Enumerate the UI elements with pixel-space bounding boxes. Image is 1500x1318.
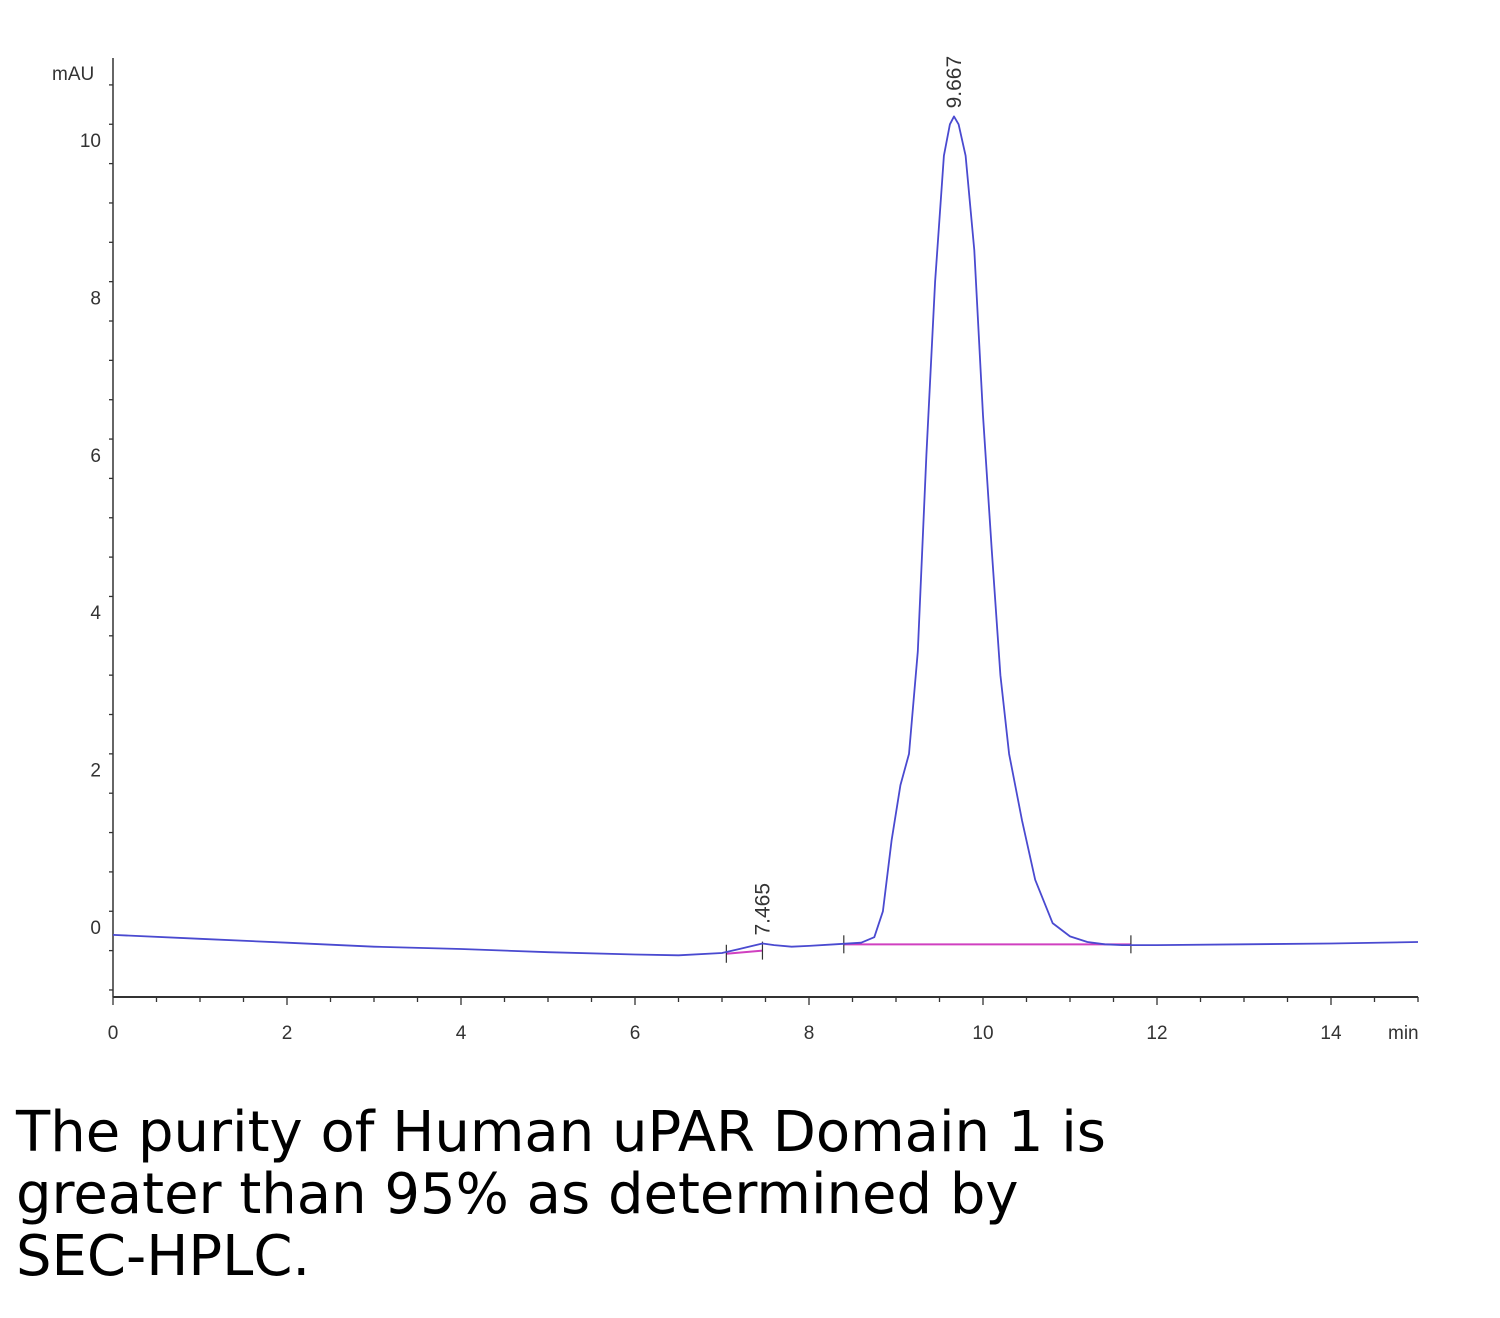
- x-tick-label: 2: [282, 1023, 293, 1044]
- y-tick-label: 10: [80, 131, 101, 152]
- x-tick-label: 6: [630, 1023, 641, 1044]
- x-tick-label: 0: [108, 1023, 119, 1044]
- integration-baseline: [726, 949, 763, 955]
- y-tick-label: 0: [90, 918, 101, 939]
- integration-baselines: [725, 935, 1132, 963]
- x-tick-label: 10: [972, 1023, 993, 1044]
- chromatogram-trace: [112, 115, 1419, 957]
- chromatogram-line: [112, 115, 1419, 957]
- y-tick-label: 6: [90, 446, 101, 467]
- peak-label: 7.465: [751, 883, 774, 936]
- chromatogram-chart: 0 2 4 6 8 10 0 2 4 6 8 10 12 14 mAU min 7.465 9.667: [52, 56, 1419, 1044]
- x-tick-label: 4: [456, 1023, 467, 1044]
- y-axis-unit-label: mAU: [52, 64, 94, 85]
- y-tick-label: 2: [90, 761, 101, 782]
- x-axis-ticks: 0 2 4 6 8 10 12 14: [108, 997, 1419, 1044]
- y-tick-label: 4: [90, 603, 101, 624]
- x-tick-label: 14: [1320, 1023, 1342, 1044]
- x-axis-unit-label: min: [1388, 1023, 1419, 1044]
- figure-caption: The purity of Human uPAR Domain 1 is gre…: [16, 1100, 1106, 1289]
- y-tick-label: 8: [90, 288, 101, 309]
- x-tick-label: 12: [1146, 1023, 1167, 1044]
- x-tick-label: 8: [804, 1023, 815, 1044]
- peak-label: 9.667: [943, 56, 966, 109]
- y-axis-ticks: 0 2 4 6 8 10: [80, 84, 113, 991]
- peak-annotations: 7.465 9.667: [751, 56, 966, 936]
